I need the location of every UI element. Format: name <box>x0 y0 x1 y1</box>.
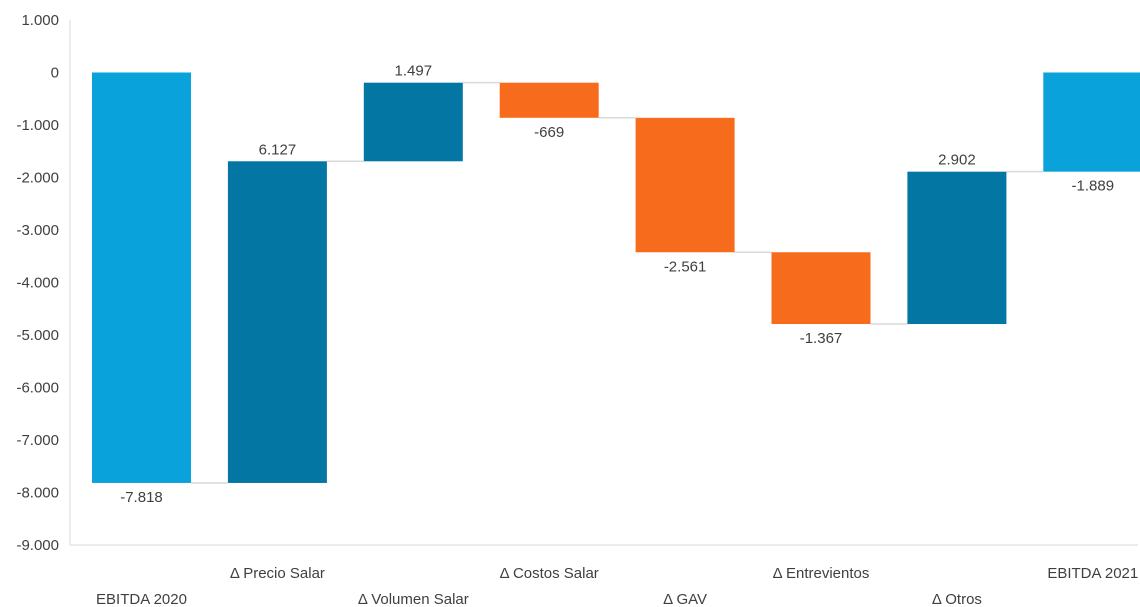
data-label: -669 <box>534 124 564 141</box>
data-label: 1.497 <box>395 63 433 80</box>
y-tick-labels: 1.000 0 -1.000 -2.000 -3.000 -4.000 -5.000 -6.0… <box>16 12 59 554</box>
y-tick-label: -9.000 <box>16 537 59 554</box>
bar-ebitda-2020 <box>92 72 191 483</box>
y-tick-label: -4.000 <box>16 275 59 292</box>
y-tick-label: -5.000 <box>16 327 59 344</box>
data-labels: -7.818 6.127 1.497 -669 -2.561 -1.367 2.902 -1.… <box>120 63 1114 506</box>
y-tick-label: -8.000 <box>16 485 59 502</box>
connector-lines <box>191 81 1044 484</box>
category-label: Δ Precio Salar <box>230 565 325 582</box>
data-label: -7.818 <box>120 489 163 506</box>
category-label: Δ Otros <box>932 591 982 607</box>
bar-entrevientos <box>771 252 871 325</box>
bar-group <box>92 72 1140 483</box>
y-tick-label: -6.000 <box>16 380 59 397</box>
category-label: EBITDA 2021 <box>1047 565 1138 582</box>
bar-gav <box>635 117 735 253</box>
bar-volumen-salar <box>363 82 463 162</box>
bar-ebitda-2021 <box>1043 72 1140 172</box>
y-tick-label: -3.000 <box>16 222 59 239</box>
category-labels: EBITDA 2020 Δ Precio Salar Δ Volumen Salar… <box>96 565 1138 607</box>
y-axis <box>69 20 1138 546</box>
bar-otros <box>907 171 1007 325</box>
y-tick-label: -2.000 <box>16 170 59 187</box>
bar-precio-salar <box>227 161 327 483</box>
category-label: Δ Volumen Salar <box>358 591 469 607</box>
data-label: 2.902 <box>938 152 976 169</box>
data-label: -1.367 <box>800 330 843 347</box>
data-label: -1.889 <box>1072 178 1115 195</box>
data-label: 6.127 <box>259 141 297 158</box>
y-tick-label: 0 <box>51 65 59 82</box>
category-label: Δ GAV <box>663 591 707 607</box>
y-tick-label: -7.000 <box>16 432 59 449</box>
bar-costos-salar <box>499 82 599 118</box>
y-tick-label: 1.000 <box>21 12 59 29</box>
category-label: EBITDA 2020 <box>96 591 187 607</box>
category-label: Δ Entrevientos <box>773 565 870 582</box>
category-label: Δ Costos Salar <box>500 565 599 582</box>
y-tick-label: -1.000 <box>16 117 59 134</box>
data-label: -2.561 <box>664 258 707 275</box>
